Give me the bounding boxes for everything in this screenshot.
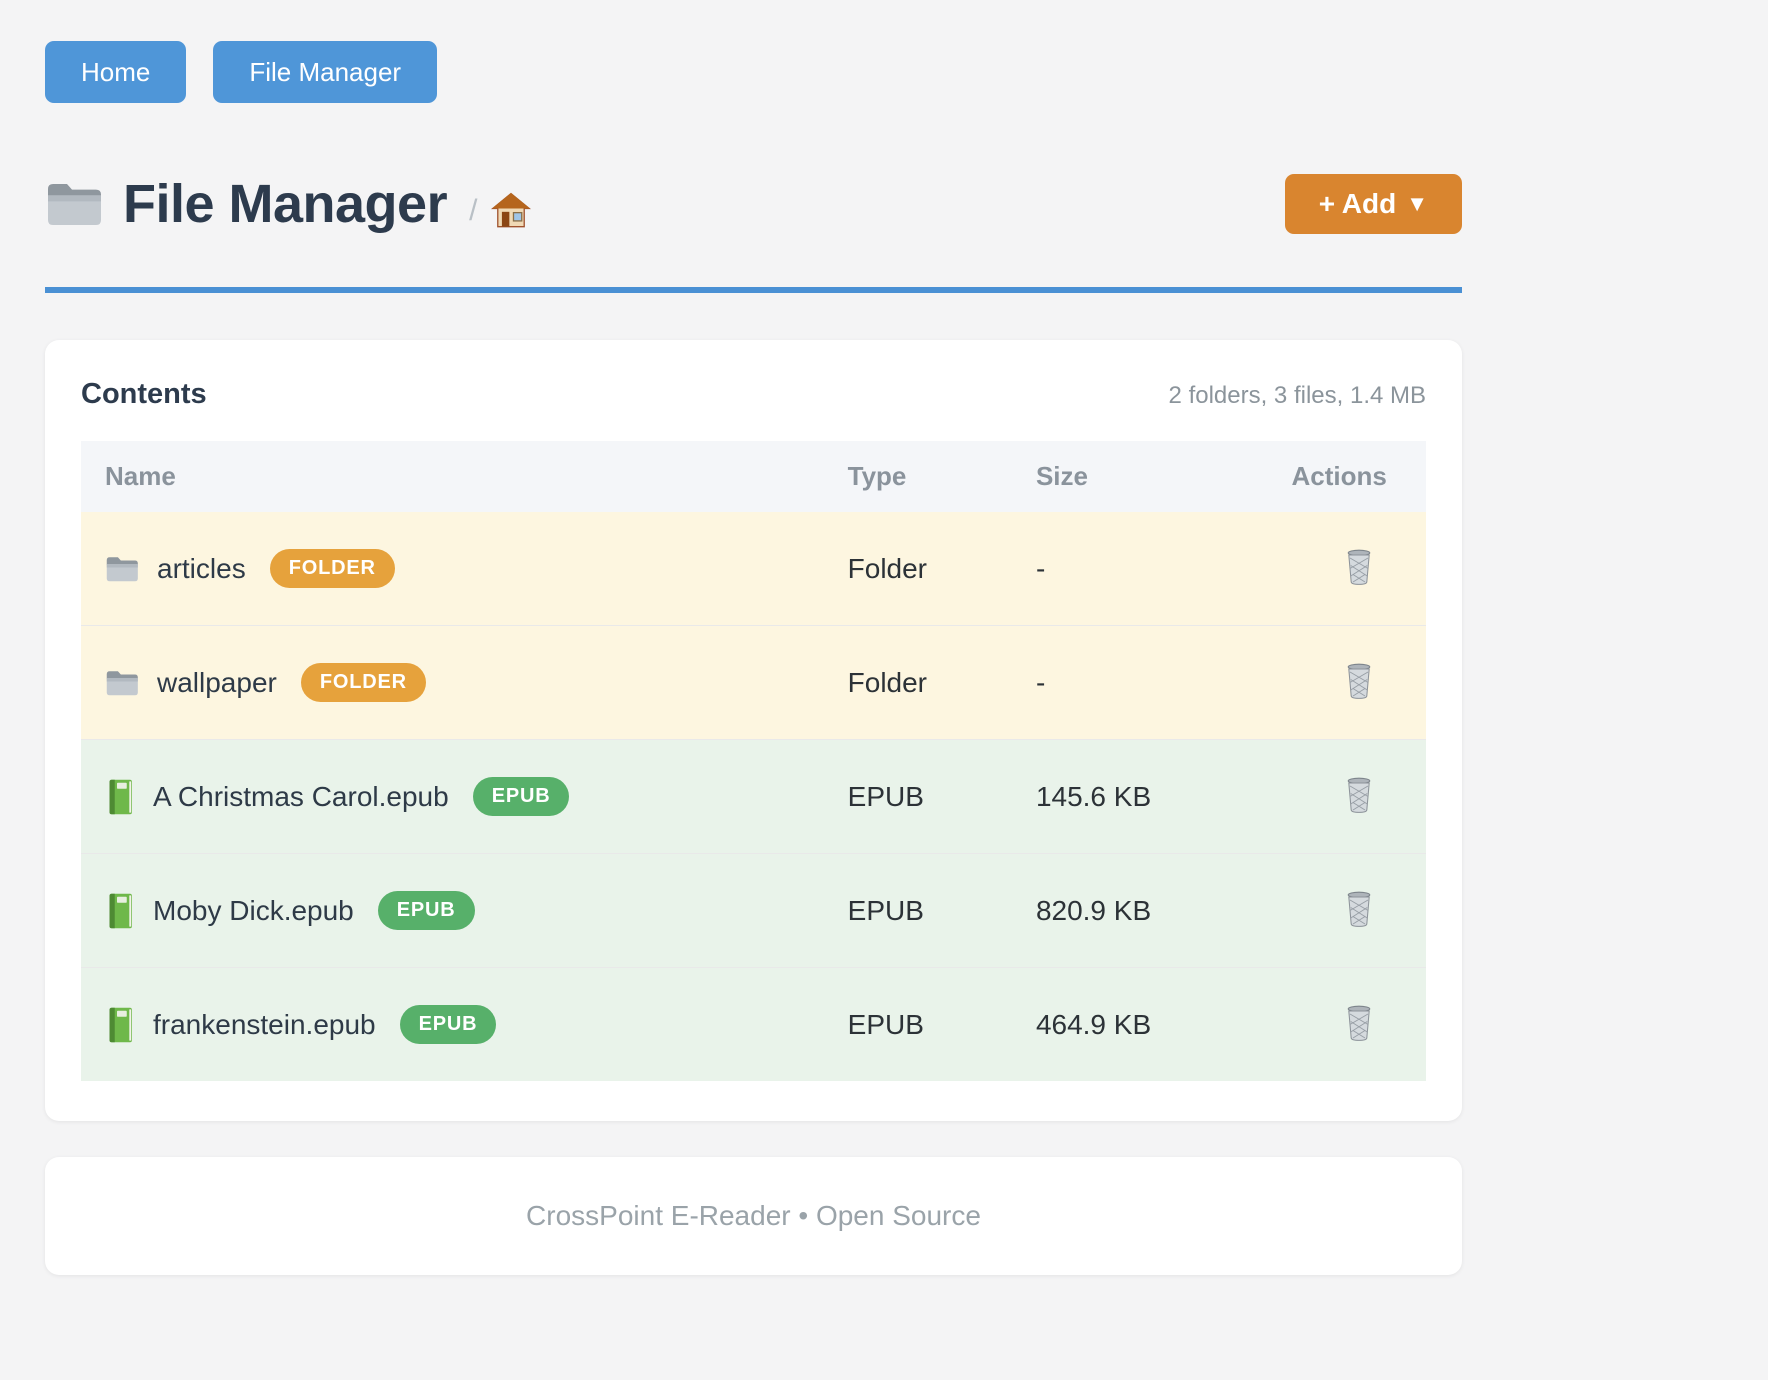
size-cell: 145.6 KB [1035, 739, 1292, 854]
type-badge: EPUB [472, 777, 570, 816]
title-group: File Manager [45, 173, 448, 235]
folder-icon [105, 668, 139, 698]
table-row[interactable]: A Christmas Carol.epub EPUB EPUB 145.6 K… [81, 739, 1426, 854]
column-header-actions: Actions [1291, 441, 1426, 512]
size-cell: 464.9 KB [1035, 967, 1292, 1081]
trash-icon [1344, 663, 1374, 699]
file-name[interactable]: Moby Dick.epub [153, 894, 354, 926]
type-cell: EPUB [847, 853, 1036, 968]
delete-button[interactable] [1340, 1001, 1378, 1048]
add-button-label: + Add [1318, 188, 1397, 219]
book-icon [105, 1007, 135, 1043]
files-table: Name Type Size Actions articles [81, 441, 1426, 1081]
add-button[interactable]: + Add ▼ [1284, 174, 1462, 234]
type-badge: EPUB [399, 1005, 497, 1044]
delete-button[interactable] [1340, 887, 1378, 934]
table-row[interactable]: wallpaper FOLDER Folder - [81, 625, 1426, 740]
page-header: File Manager / + Add ▼ [45, 173, 1462, 235]
footer: CrossPoint E-Reader • Open Source [45, 1157, 1462, 1275]
home-icon[interactable] [491, 192, 532, 230]
trash-icon [1344, 549, 1374, 585]
type-cell: EPUB [847, 967, 1036, 1081]
size-cell: 820.9 KB [1035, 853, 1292, 968]
chevron-down-icon: ▼ [1406, 191, 1428, 216]
trash-icon [1344, 1005, 1374, 1041]
page-title: File Manager [123, 174, 448, 234]
type-cell: Folder [847, 512, 1036, 626]
column-header-type: Type [847, 441, 1036, 512]
column-header-size: Size [1035, 441, 1292, 512]
file-name[interactable]: frankenstein.epub [153, 1008, 376, 1040]
contents-card-header: Contents 2 folders, 3 files, 1.4 MB [81, 378, 1426, 411]
column-header-name: Name [81, 441, 848, 512]
folder-icon [45, 179, 103, 229]
type-badge: FOLDER [300, 663, 426, 702]
file-manager-button[interactable]: File Manager [213, 41, 438, 103]
delete-button[interactable] [1340, 773, 1378, 820]
trash-icon [1344, 891, 1374, 927]
type-badge: EPUB [377, 891, 475, 930]
page: Home File Manager File Manager / [45, 0, 1462, 1275]
footer-text: CrossPoint E-Reader • Open Source [526, 1200, 981, 1231]
type-cell: Folder [847, 625, 1036, 740]
delete-button[interactable] [1340, 545, 1378, 592]
size-cell: - [1035, 512, 1292, 626]
type-badge: FOLDER [269, 549, 395, 588]
table-row[interactable]: articles FOLDER Folder - [81, 512, 1426, 626]
table-row[interactable]: Moby Dick.epub EPUB EPUB 820.9 KB [81, 853, 1426, 968]
type-cell: EPUB [847, 739, 1036, 854]
top-nav: Home File Manager [45, 41, 1462, 103]
book-icon [105, 779, 135, 815]
file-name[interactable]: wallpaper [157, 666, 277, 698]
contents-table-body: articles FOLDER Folder - [81, 512, 1426, 1081]
contents-heading: Contents [81, 378, 207, 410]
book-icon [105, 893, 135, 929]
breadcrumb-separator: / [469, 194, 478, 227]
table-row[interactable]: frankenstein.epub EPUB EPUB 464.9 KB [81, 967, 1426, 1081]
breadcrumb: / [469, 192, 532, 230]
trash-icon [1344, 777, 1374, 813]
files-table-header: Name Type Size Actions [81, 441, 1426, 512]
contents-card: Contents 2 folders, 3 files, 1.4 MB Name… [45, 340, 1462, 1121]
folder-icon [105, 554, 139, 584]
home-button[interactable]: Home [45, 41, 187, 103]
title-divider [45, 287, 1462, 293]
file-name[interactable]: articles [157, 552, 246, 584]
delete-button[interactable] [1340, 659, 1378, 706]
file-name[interactable]: A Christmas Carol.epub [153, 780, 449, 812]
size-cell: - [1035, 625, 1292, 740]
contents-summary: 2 folders, 3 files, 1.4 MB [1168, 382, 1426, 409]
